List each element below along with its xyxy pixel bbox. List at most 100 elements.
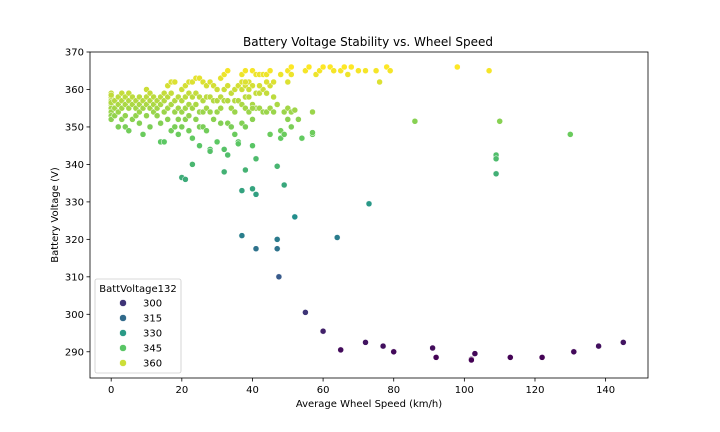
chart-title: Battery Voltage Stability vs. Wheel Spee…	[243, 35, 493, 49]
data-point	[171, 78, 179, 86]
data-point	[485, 67, 493, 74]
y-tick-label: 290	[65, 347, 84, 358]
data-point	[570, 348, 578, 356]
y-tick-label: 350	[65, 122, 84, 133]
data-point	[302, 309, 309, 316]
y-tick-label: 340	[65, 160, 84, 171]
data-point	[249, 116, 256, 123]
data-point	[231, 131, 239, 138]
data-point	[231, 108, 239, 116]
data-point	[348, 63, 355, 71]
data-point	[386, 67, 394, 74]
data-point	[143, 112, 150, 119]
data-point	[270, 93, 277, 101]
data-point	[288, 71, 295, 78]
data-point	[252, 191, 260, 198]
data-point	[538, 354, 546, 361]
y-tick-label: 300	[65, 310, 84, 321]
legend-marker	[119, 299, 127, 307]
legend-marker	[119, 344, 127, 352]
data-point	[309, 129, 316, 136]
data-point	[620, 339, 627, 346]
data-point	[330, 67, 337, 74]
data-point	[210, 116, 217, 123]
legend: BattVoltage132 300 315 330 345 360	[94, 278, 182, 374]
data-point	[333, 234, 341, 241]
data-point	[284, 78, 292, 86]
legend-title: BattVoltage132	[99, 284, 176, 295]
data-point	[125, 127, 133, 134]
legend-marker	[119, 359, 127, 367]
data-point	[146, 123, 154, 131]
data-point	[309, 108, 316, 116]
data-point	[429, 344, 436, 352]
data-point	[203, 127, 210, 134]
data-point	[189, 161, 196, 168]
data-point	[245, 86, 253, 93]
data-point	[206, 108, 214, 116]
data-point	[249, 185, 256, 193]
data-point	[275, 273, 283, 281]
data-point	[242, 166, 249, 174]
data-point	[238, 187, 246, 194]
legend-box	[94, 278, 182, 374]
data-point	[107, 91, 115, 99]
data-point	[136, 119, 143, 127]
data-point	[153, 112, 161, 119]
data-point	[213, 86, 221, 93]
data-point	[249, 142, 256, 149]
data-point	[185, 127, 193, 134]
data-point	[273, 236, 281, 243]
data-point	[355, 67, 362, 74]
data-point	[567, 131, 574, 138]
data-point	[242, 123, 249, 131]
y-axis-label: Battery Voltage (V)	[50, 167, 61, 263]
data-point	[270, 108, 277, 116]
data-point	[298, 134, 306, 142]
legend-marker	[119, 329, 127, 337]
data-point	[139, 131, 147, 138]
data-point	[249, 104, 256, 112]
y-tick-label: 370	[65, 48, 84, 59]
data-point	[280, 131, 288, 138]
data-point	[235, 140, 242, 148]
data-point	[213, 138, 221, 146]
legend-label: 315	[143, 314, 162, 325]
x-axis-ticks: 0 20 40 60 80 100 120 140	[108, 378, 615, 396]
data-point	[220, 146, 228, 153]
data-point	[492, 155, 500, 163]
data-point	[266, 131, 274, 138]
data-point	[252, 155, 260, 163]
legend-label: 300	[143, 299, 162, 310]
data-point	[319, 327, 327, 335]
data-point	[263, 78, 270, 86]
data-point	[507, 354, 514, 361]
data-point	[496, 118, 503, 125]
data-point	[379, 342, 387, 350]
data-point	[160, 138, 168, 146]
data-point	[245, 93, 253, 101]
data-point	[175, 131, 182, 138]
data-point	[273, 101, 281, 108]
data-point	[305, 63, 313, 71]
data-point	[376, 78, 383, 86]
y-tick-label: 310	[65, 272, 84, 283]
data-point	[242, 78, 249, 86]
y-axis-ticks: 290 300 310 320 330 340 350 360 370	[65, 48, 90, 358]
data-point	[238, 232, 246, 239]
x-tick-label: 140	[596, 385, 615, 396]
data-point	[217, 119, 224, 127]
data-point	[167, 89, 175, 97]
data-point	[228, 123, 235, 131]
data-point	[341, 63, 348, 71]
x-tick-label: 60	[317, 385, 330, 396]
data-point	[319, 63, 327, 71]
data-point	[344, 71, 352, 78]
data-point	[432, 354, 440, 361]
data-point	[288, 123, 295, 131]
data-point	[122, 112, 129, 119]
data-point	[291, 106, 299, 114]
data-point	[182, 176, 189, 183]
data-point	[288, 63, 295, 71]
